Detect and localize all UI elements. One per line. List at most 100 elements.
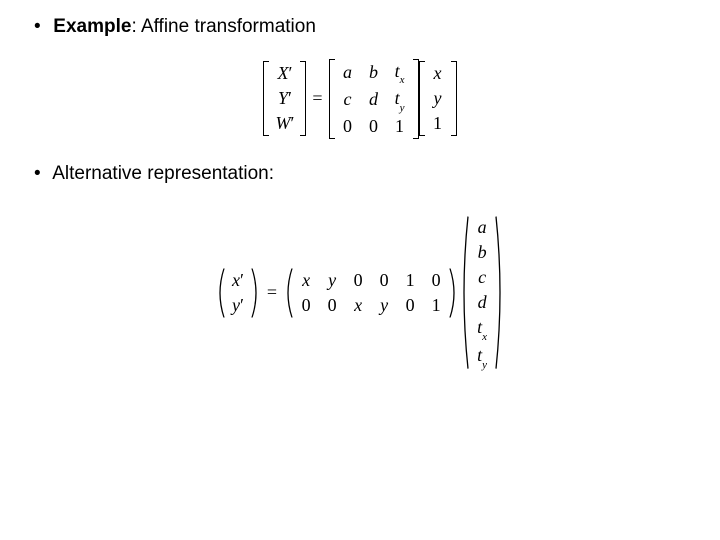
paren-right-icon [495, 215, 505, 370]
equals-sign: = [261, 282, 283, 303]
bullet2-text: Alternative representation: [52, 163, 274, 184]
cell-text: 0 [343, 116, 352, 136]
bullet-dot-icon: • [34, 161, 48, 188]
cell: c [335, 87, 361, 112]
cell: W′ [269, 111, 300, 136]
slide-page: • Example: Affine transformation X′ Y′ W… [0, 0, 720, 540]
cell: 1 [397, 268, 423, 293]
cell: 0 [361, 114, 387, 139]
cell: 0 [345, 268, 371, 293]
eq1-A-cells: a b tx c d ty 0 0 1 [335, 59, 413, 139]
cell: tx [469, 315, 495, 343]
eq2-B-matrix: x y 0 0 1 0 0 0 x y 0 1 [283, 268, 459, 318]
cell-text: X′ [277, 63, 292, 83]
eq1-lhs-cells: X′ Y′ W′ [269, 61, 300, 136]
equation-2: x′ y′ = x y 0 0 1 0 [0, 215, 720, 370]
cell-text: 1 [406, 270, 415, 290]
eq2-p-vector: a b c d tx ty [459, 215, 505, 370]
cell: b [361, 60, 387, 85]
cell: tx [387, 59, 413, 87]
cell-text: 0 [432, 270, 441, 290]
cell: x′ [225, 268, 251, 293]
cell-text: 0 [302, 295, 311, 315]
cell: a [335, 60, 361, 85]
bracket-left-icon [329, 59, 335, 139]
equals-sign: = [306, 88, 328, 109]
cell-text: 1 [395, 116, 404, 136]
cell-text: c [478, 267, 486, 287]
cell: y [371, 293, 397, 318]
cell-text: 0 [369, 116, 378, 136]
cell: y′ [225, 293, 251, 318]
cell-text: 1 [432, 295, 441, 315]
bullet-example: • Example: Affine transformation [0, 14, 720, 41]
cell-text: tx [395, 61, 405, 81]
cell-text: a [343, 62, 352, 82]
cell: ty [469, 343, 495, 371]
cell-text: b [369, 62, 378, 82]
eq2-B-cells: x y 0 0 1 0 0 0 x y 0 1 [293, 268, 449, 318]
cell-text: x [302, 270, 310, 290]
cell: c [469, 265, 495, 290]
bullet1-rest: : Affine transformation [131, 16, 315, 37]
cell: y [319, 268, 345, 293]
cell: 0 [397, 293, 423, 318]
cell-text: ty [477, 345, 487, 365]
cell-text: c [344, 89, 352, 109]
bullet1-bold: Example [53, 16, 131, 37]
cell-text: d [369, 89, 378, 109]
cell-text: y [328, 270, 336, 290]
bullet-alternative: • Alternative representation: [0, 161, 720, 188]
equation-1: X′ Y′ W′ = a b tx c d ty 0 0 [0, 59, 720, 139]
cell-text: y [380, 295, 388, 315]
eq1-x-vector: x y 1 [419, 61, 457, 136]
cell: 1 [423, 293, 449, 318]
paren-right-icon [251, 268, 261, 318]
cell: x [345, 293, 371, 318]
cell: b [469, 240, 495, 265]
cell: 1 [425, 111, 451, 136]
cell: y [425, 86, 451, 111]
cell-text: Y′ [278, 88, 292, 108]
bracket-right-icon [451, 61, 457, 136]
eq1-row: X′ Y′ W′ = a b tx c d ty 0 0 [263, 59, 456, 139]
cell-text: b [478, 242, 487, 262]
cell: 1 [387, 114, 413, 139]
cell: 0 [335, 114, 361, 139]
cell-text: x [434, 63, 442, 83]
cell: d [361, 87, 387, 112]
paren-left-icon [215, 268, 225, 318]
cell: 0 [423, 268, 449, 293]
paren-right-icon [449, 268, 459, 318]
cell-text: a [478, 217, 487, 237]
cell-text: 0 [406, 295, 415, 315]
cell-text: y′ [232, 295, 244, 315]
cell: x [425, 61, 451, 86]
cell-text: 0 [380, 270, 389, 290]
eq1-A-matrix: a b tx c d ty 0 0 1 [329, 59, 419, 139]
eq2-lhs-cells: x′ y′ [225, 268, 251, 318]
bracket-right-icon [300, 61, 306, 136]
cell: x [293, 268, 319, 293]
cell-text: x′ [232, 270, 244, 290]
cell: X′ [271, 61, 298, 86]
cell-text: tx [477, 317, 487, 337]
bullet-dot-icon: • [34, 14, 48, 41]
eq1-x-cells: x y 1 [425, 61, 451, 136]
bracket-left-icon [419, 61, 425, 136]
cell-text: y [434, 88, 442, 108]
eq2-row: x′ y′ = x y 0 0 1 0 [215, 215, 505, 370]
cell: d [469, 290, 495, 315]
cell: 0 [293, 293, 319, 318]
cell: Y′ [272, 86, 298, 111]
cell: a [469, 215, 495, 240]
paren-left-icon [283, 268, 293, 318]
cell-text: W′ [275, 113, 294, 133]
paren-left-icon [459, 215, 469, 370]
eq2-lhs-vector: x′ y′ [215, 268, 261, 318]
cell: ty [387, 86, 413, 114]
cell: 0 [371, 268, 397, 293]
cell-text: x [354, 295, 362, 315]
cell-text: 1 [433, 113, 442, 133]
bracket-left-icon [263, 61, 269, 136]
